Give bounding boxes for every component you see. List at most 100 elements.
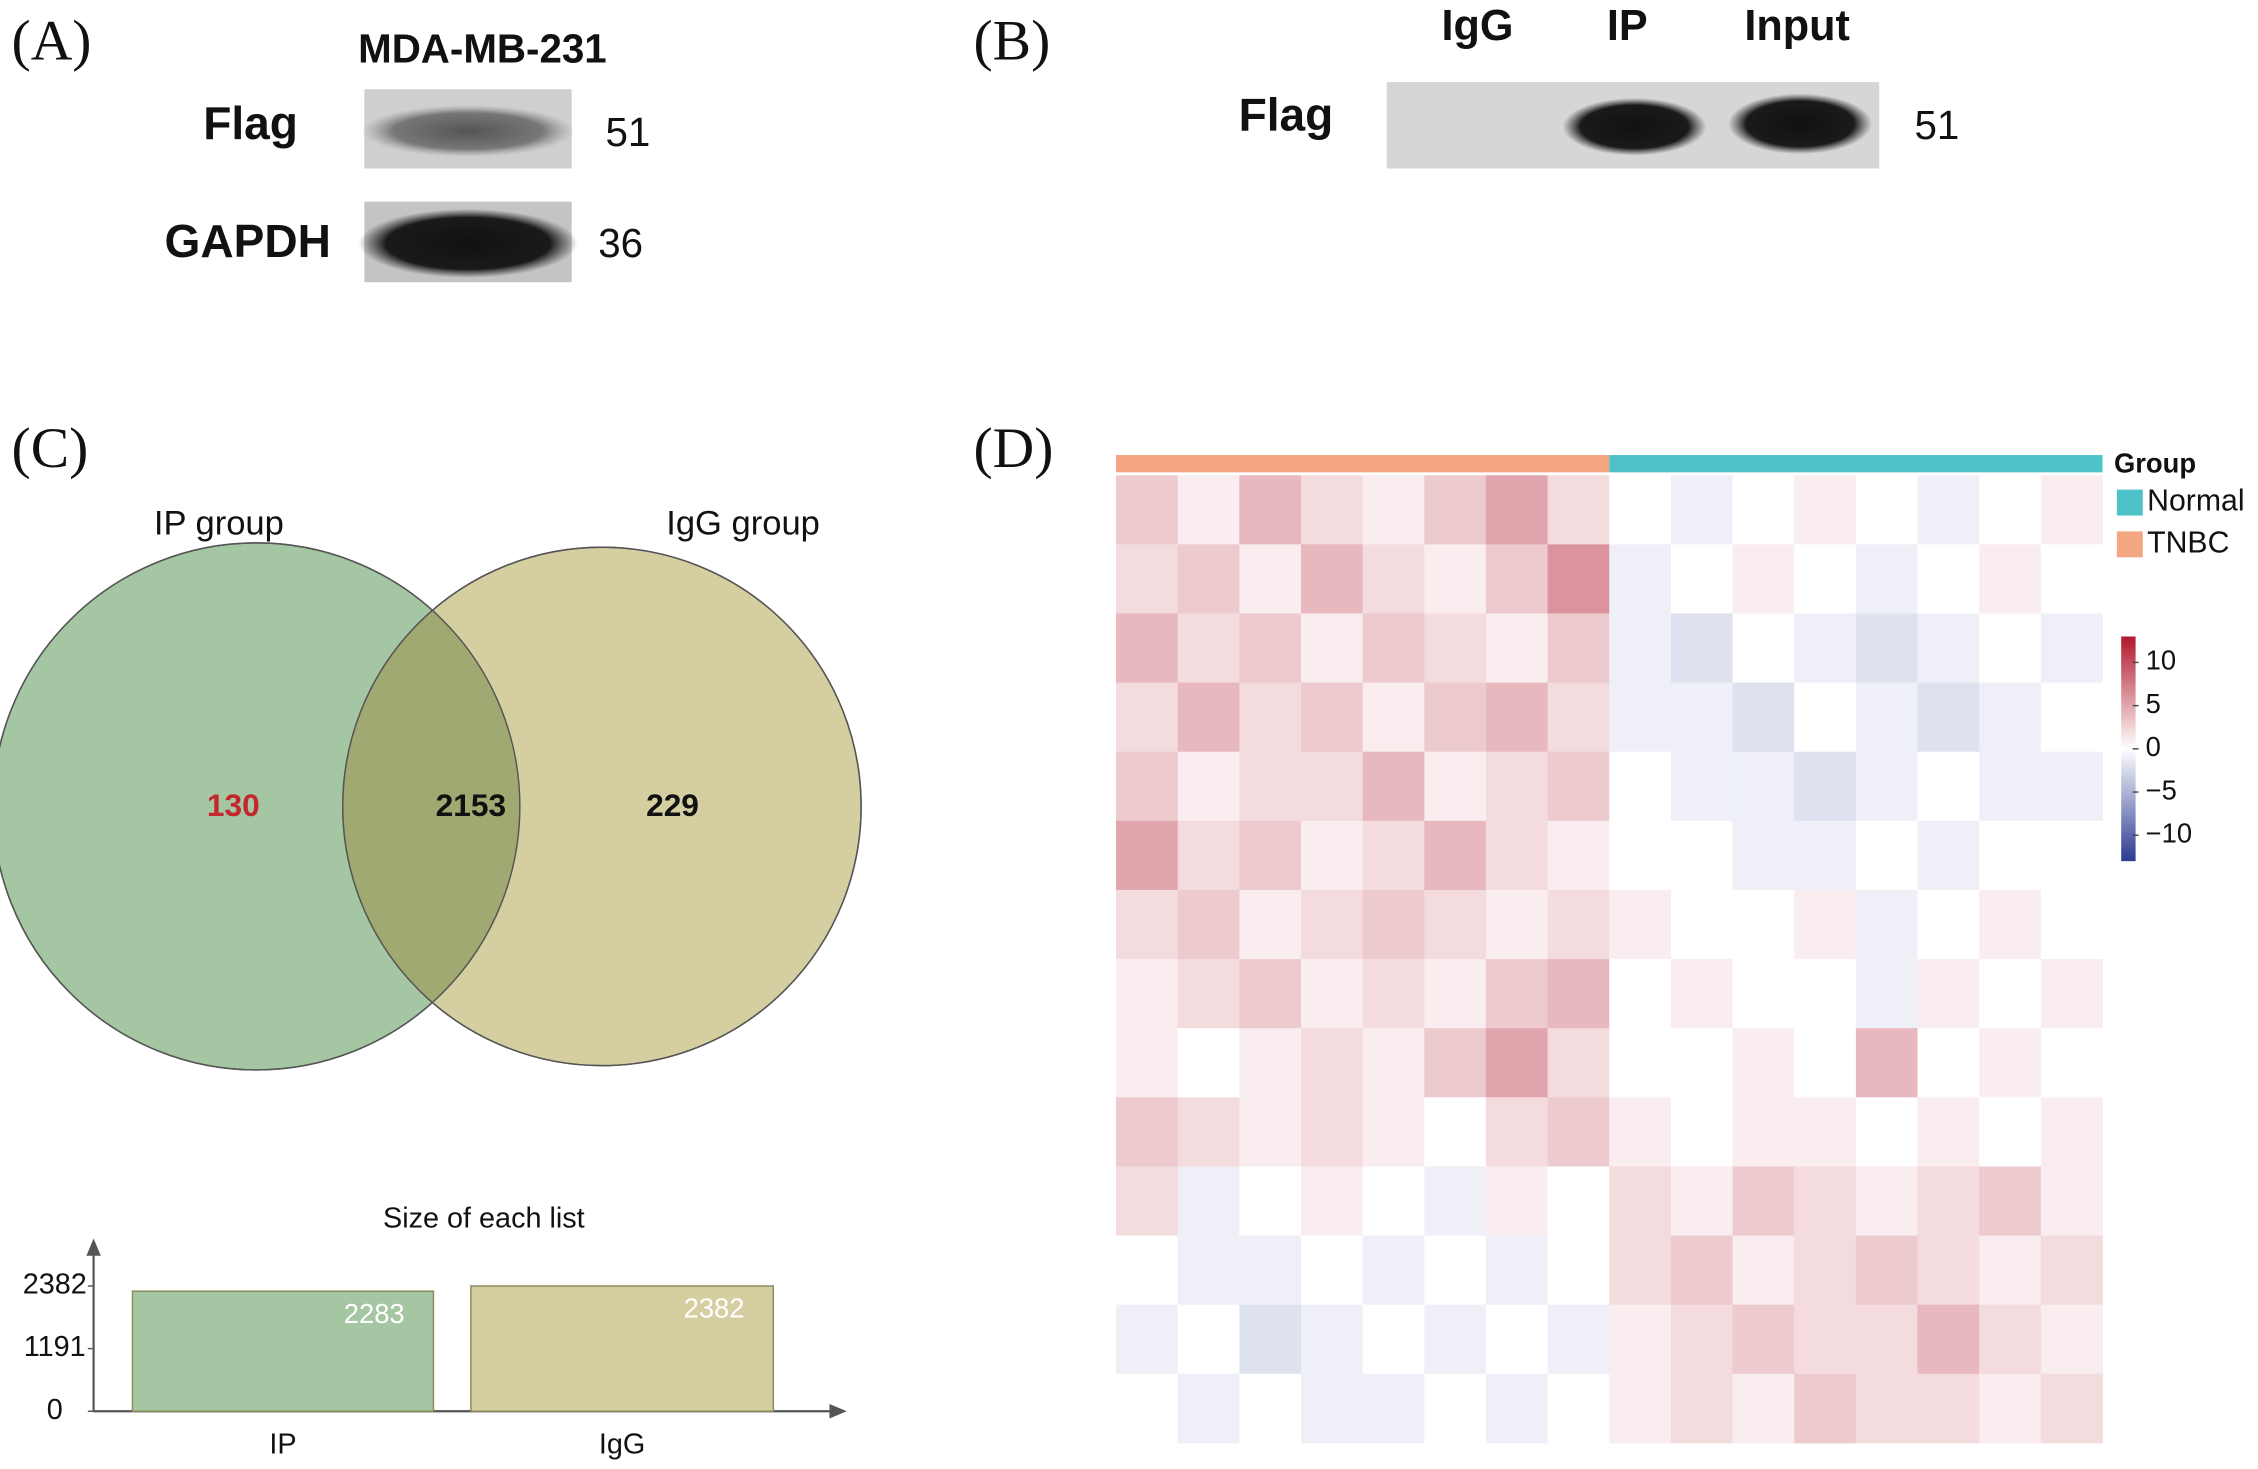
heatmap-cell [1177, 751, 1240, 822]
heatmap-cell [1917, 544, 1980, 614]
heatmap-cell [1979, 544, 2042, 614]
heatmap-cell [1239, 475, 1302, 545]
panel-label: (C) [12, 417, 89, 480]
heatmap-cell [1979, 1235, 2042, 1306]
heatmap-cell [1177, 959, 1240, 1029]
heatmap-cell [1177, 1235, 1240, 1306]
colorbar-tick-label: −5 [2146, 774, 2177, 805]
heatmap-cell [1732, 1097, 1795, 1167]
molecular-weight: 36 [598, 220, 643, 266]
heatmap-cell [1362, 889, 1425, 960]
heatmap-cell [1979, 1028, 2042, 1098]
heatmap-cell [1362, 1304, 1425, 1375]
heatmap-cell [1116, 1373, 1179, 1444]
heatmap-cell [1855, 475, 1918, 545]
heatmap-cell [1177, 1373, 1240, 1444]
panel-label: (D) [973, 417, 1053, 480]
heatmap-cell [1609, 475, 1672, 545]
heatmap-cell [1485, 820, 1549, 891]
y-tick-label: 0 [47, 1394, 63, 1426]
heatmap-cell [1670, 475, 1733, 545]
heatmap-cell [1855, 889, 1918, 960]
legend-swatch [2116, 489, 2143, 516]
heatmap-cell [1239, 751, 1302, 822]
heatmap-cell [1300, 959, 1364, 1029]
heatmap-cell [1116, 1097, 1179, 1167]
heatmap-cell [1917, 751, 1980, 822]
heatmap-cell [2040, 889, 2103, 960]
heatmap-cell [1547, 682, 1610, 753]
heatmap-cell [1485, 1373, 1549, 1444]
blot-band [358, 208, 578, 278]
heatmap-cell [1239, 682, 1302, 753]
heatmap-cell [1177, 1304, 1240, 1375]
chart-title: Size of each list [383, 1202, 585, 1234]
heatmap-cell [1424, 751, 1487, 822]
heatmap-cell [1609, 1304, 1672, 1375]
heatmap-cell [1239, 1373, 1302, 1444]
heatmap-cell [1732, 889, 1795, 960]
heatmap-cell [1300, 682, 1364, 753]
heatmap-cell [1177, 1166, 1240, 1236]
heatmap-cell [2040, 1235, 2103, 1306]
heatmap-cell [1794, 1373, 1857, 1444]
heatmap-cell [1609, 1373, 1672, 1444]
heatmap-cell [1609, 1166, 1672, 1236]
heatmap-cell [1485, 1166, 1549, 1236]
heatmap-cell [1670, 1166, 1733, 1236]
heatmap-cell [1609, 889, 1672, 960]
axis-arrow [829, 1404, 847, 1419]
heatmap-cell [1732, 1373, 1795, 1444]
heatmap-cell [1300, 889, 1364, 960]
heatmap-cell [1239, 1028, 1302, 1098]
heatmap-cell [1177, 1097, 1240, 1167]
legend-label: TNBC [2147, 526, 2229, 559]
heatmap-cell [1917, 1235, 1980, 1306]
heatmap-cell [1609, 751, 1672, 822]
heatmap-cell [1300, 1028, 1364, 1098]
heatmap-cell [1979, 889, 2042, 960]
heatmap-cell [1424, 544, 1487, 614]
heatmap-cell [1547, 1166, 1610, 1236]
heatmap-cell [1670, 751, 1733, 822]
heatmap-cell [1116, 544, 1179, 614]
heatmap-cell [1116, 1166, 1179, 1236]
heatmap-cell [1794, 1235, 1857, 1306]
heatmap-cell [1670, 820, 1733, 891]
heatmap-cell [1177, 544, 1240, 614]
heatmap-cell [1917, 475, 1980, 545]
cell-line: MDA-MB-231 [358, 26, 607, 72]
heatmap-cell [1855, 1235, 1918, 1306]
panel-label: (B) [973, 9, 1050, 72]
heatmap-cell [1732, 1304, 1795, 1375]
heatmap-cell [2040, 751, 2103, 822]
heatmap-cell [1979, 1304, 2042, 1375]
heatmap-cell [1177, 889, 1240, 960]
heatmap-cell [1485, 1097, 1549, 1167]
heatmap-cell [1794, 544, 1857, 614]
heatmap-cell [1116, 1235, 1179, 1306]
heatmap-cell [1979, 1166, 2042, 1236]
heatmap-cell [1300, 475, 1364, 545]
heatmap-cell [1917, 1166, 1980, 1236]
heatmap-cell [1979, 820, 2042, 891]
heatmap-cell [1300, 1097, 1364, 1167]
heatmap-cell [2040, 544, 2103, 614]
heatmap-cell [1177, 475, 1240, 545]
x-tick-label: IP [269, 1428, 296, 1460]
colorbar-tick-label: −10 [2146, 817, 2192, 848]
colorbar-tick-label: 0 [2146, 731, 2161, 762]
heatmap-cell [1855, 959, 1918, 1029]
heatmap-cell [1794, 475, 1857, 545]
heatmap-cell [1362, 751, 1425, 822]
heatmap-cell [1794, 1166, 1857, 1236]
heatmap-cell [1794, 959, 1857, 1029]
heatmap-cell [1362, 613, 1425, 684]
heatmap-cell [1177, 1028, 1240, 1098]
heatmap-cell [2040, 1028, 2103, 1098]
blot-row-label: GAPDH [164, 215, 330, 267]
heatmap-cell [1300, 613, 1364, 684]
heatmap-cell [1547, 1304, 1610, 1375]
heatmap-cell [1424, 820, 1487, 891]
